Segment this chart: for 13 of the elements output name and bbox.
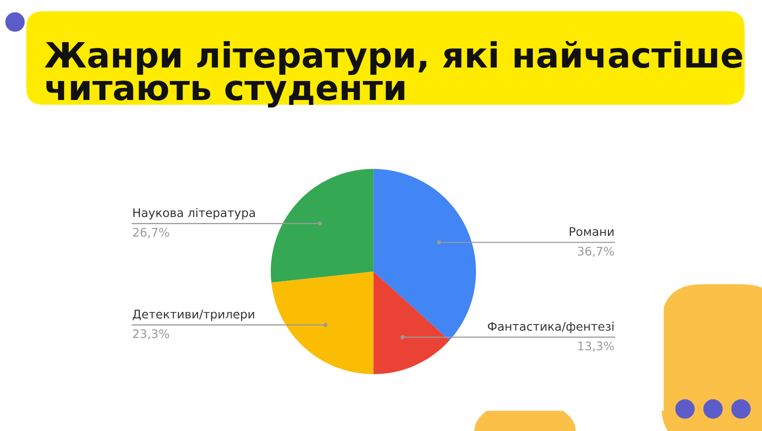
data-label: 36,7% [578, 246, 614, 257]
slice-label: Романи [570, 227, 614, 236]
slice-label: Наукова література [133, 208, 255, 220]
data-label: 26,7% [133, 228, 170, 238]
pie-slice [270, 168, 374, 282]
data-label: 13,3% [578, 341, 614, 352]
slice-label: Детективи/трилери [132, 310, 254, 321]
chart-title: Жанри літератури, які найчастіше читають студенти [44, 40, 742, 108]
pie-slice [373, 272, 450, 374]
pie-slice [271, 272, 374, 374]
data-label: 23,3% [133, 329, 170, 340]
pie-slice [373, 168, 476, 340]
slice-label: Фантастика/фентезі [488, 322, 614, 334]
